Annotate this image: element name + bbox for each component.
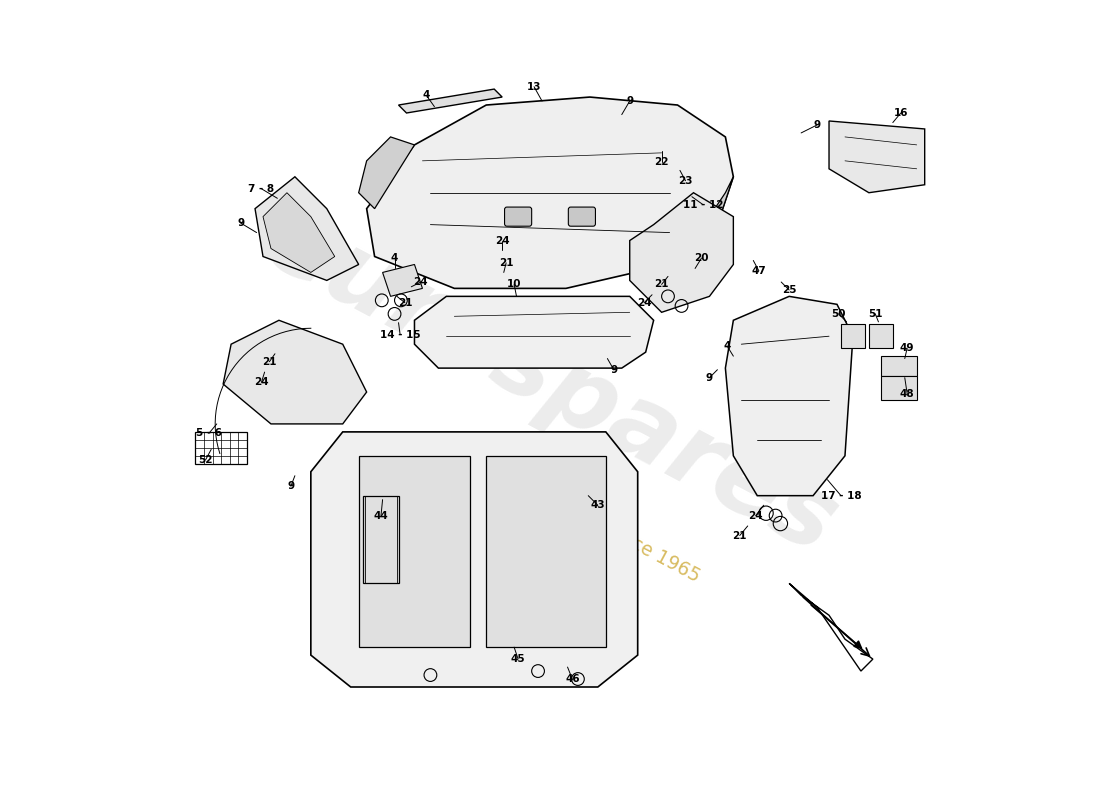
Polygon shape: [359, 137, 415, 209]
Text: 23: 23: [679, 176, 693, 186]
Text: 46: 46: [565, 674, 580, 684]
Text: 5 - 6: 5 - 6: [196, 429, 222, 438]
Text: 24: 24: [414, 277, 428, 287]
Text: 47: 47: [751, 266, 767, 276]
Text: 4: 4: [724, 341, 730, 350]
Polygon shape: [255, 177, 359, 281]
Text: 11 - 12: 11 - 12: [683, 200, 724, 210]
Text: 44: 44: [374, 510, 388, 521]
Text: 21: 21: [499, 258, 514, 268]
Polygon shape: [829, 121, 925, 193]
Text: 25: 25: [782, 285, 796, 295]
Text: 24: 24: [748, 510, 763, 521]
Text: 4: 4: [390, 253, 398, 263]
Text: 21: 21: [654, 279, 669, 290]
FancyBboxPatch shape: [569, 207, 595, 226]
Text: 4: 4: [422, 90, 430, 101]
Text: 7 - 8: 7 - 8: [249, 184, 275, 194]
Polygon shape: [311, 432, 638, 687]
Polygon shape: [366, 97, 734, 288]
FancyBboxPatch shape: [505, 207, 531, 226]
Text: 21: 21: [398, 298, 412, 308]
Polygon shape: [415, 296, 653, 368]
Text: 9: 9: [706, 373, 713, 382]
Polygon shape: [881, 376, 916, 400]
Text: 22: 22: [654, 158, 669, 167]
Text: 24: 24: [495, 235, 509, 246]
Text: 52: 52: [198, 454, 213, 465]
Text: 9: 9: [238, 218, 244, 228]
Polygon shape: [725, 296, 852, 496]
Polygon shape: [398, 89, 503, 113]
Text: 49: 49: [900, 343, 914, 353]
Polygon shape: [842, 324, 865, 348]
Text: 24: 24: [254, 378, 268, 387]
Text: 9: 9: [610, 365, 617, 374]
Text: 9: 9: [814, 120, 821, 130]
Polygon shape: [869, 324, 893, 348]
Text: 14 - 15: 14 - 15: [379, 330, 420, 340]
Text: eurospares: eurospares: [248, 193, 852, 575]
Polygon shape: [359, 456, 471, 647]
Text: 16: 16: [893, 108, 907, 118]
Text: 21: 21: [262, 357, 276, 366]
Polygon shape: [486, 456, 606, 647]
Text: 10: 10: [507, 279, 521, 290]
Text: 21: 21: [733, 530, 747, 541]
Polygon shape: [693, 177, 734, 241]
Text: 17 - 18: 17 - 18: [821, 490, 861, 501]
Polygon shape: [629, 193, 734, 312]
Polygon shape: [881, 356, 916, 376]
Text: 24: 24: [637, 298, 651, 308]
Text: 45: 45: [510, 654, 526, 664]
Text: 9: 9: [626, 96, 634, 106]
Text: 13: 13: [527, 82, 541, 92]
Text: 48: 48: [900, 389, 914, 398]
Polygon shape: [195, 432, 248, 464]
Text: a passion for parts since 1965: a passion for parts since 1965: [444, 437, 704, 586]
Polygon shape: [223, 320, 366, 424]
Polygon shape: [263, 193, 334, 273]
Text: 50: 50: [832, 309, 846, 319]
Text: 9: 9: [287, 481, 295, 491]
Polygon shape: [383, 265, 422, 296]
Text: 20: 20: [694, 253, 708, 263]
Text: 43: 43: [591, 500, 605, 510]
Text: 51: 51: [868, 309, 882, 319]
